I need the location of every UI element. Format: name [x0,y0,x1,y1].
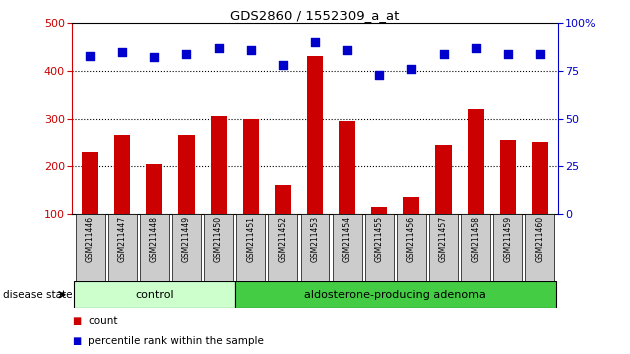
FancyBboxPatch shape [235,281,556,308]
Point [278,62,288,68]
Point [310,39,320,45]
FancyBboxPatch shape [493,214,522,281]
Text: GSM211454: GSM211454 [343,216,352,262]
Bar [275,185,291,214]
Text: GSM211446: GSM211446 [86,216,94,262]
Point [246,47,256,53]
Bar [467,109,484,214]
Text: ■: ■ [72,336,82,346]
Text: GSM211447: GSM211447 [118,216,127,262]
Bar [146,164,163,214]
FancyBboxPatch shape [140,214,169,281]
FancyBboxPatch shape [429,214,458,281]
Text: control: control [135,290,174,300]
FancyBboxPatch shape [204,214,233,281]
Text: percentile rank within the sample: percentile rank within the sample [88,336,264,346]
Point [535,51,545,56]
Text: GDS2860 / 1552309_a_at: GDS2860 / 1552309_a_at [231,9,399,22]
Text: aldosterone-producing adenoma: aldosterone-producing adenoma [304,290,486,300]
FancyBboxPatch shape [268,214,297,281]
Bar [500,140,516,214]
Text: GSM211453: GSM211453 [311,216,319,262]
Bar [82,152,98,214]
Bar [243,119,259,214]
Point [181,51,192,56]
Point [342,47,352,53]
Text: ■: ■ [72,316,82,326]
Text: GSM211460: GSM211460 [536,216,544,262]
Text: GSM211458: GSM211458 [471,216,480,262]
Point [374,72,384,78]
Bar [307,56,323,214]
Bar [178,135,195,214]
Point [149,55,159,60]
Text: count: count [88,316,118,326]
Text: GSM211457: GSM211457 [439,216,448,262]
Text: GSM211450: GSM211450 [214,216,223,262]
Text: disease state: disease state [3,290,72,300]
FancyBboxPatch shape [74,281,235,308]
Text: GSM211448: GSM211448 [150,216,159,262]
FancyBboxPatch shape [461,214,490,281]
Bar [371,207,387,214]
Text: GSM211451: GSM211451 [246,216,255,262]
Point [117,49,127,55]
Text: GSM211459: GSM211459 [503,216,512,262]
Bar [210,116,227,214]
Text: GSM211452: GSM211452 [278,216,287,262]
FancyBboxPatch shape [365,214,394,281]
Text: GSM211449: GSM211449 [182,216,191,262]
Point [471,45,481,51]
FancyBboxPatch shape [76,214,105,281]
Point [214,45,224,51]
FancyBboxPatch shape [108,214,137,281]
Point [438,51,449,56]
FancyBboxPatch shape [301,214,329,281]
Point [503,51,513,56]
FancyBboxPatch shape [236,214,265,281]
Bar [403,198,420,214]
Point [85,53,95,58]
Bar [339,121,355,214]
Text: GSM211456: GSM211456 [407,216,416,262]
Bar [532,142,548,214]
Point [406,66,416,72]
FancyBboxPatch shape [172,214,201,281]
FancyBboxPatch shape [333,214,362,281]
Bar [435,145,452,214]
FancyBboxPatch shape [525,214,554,281]
Text: GSM211455: GSM211455 [375,216,384,262]
Bar [114,135,130,214]
FancyBboxPatch shape [397,214,426,281]
